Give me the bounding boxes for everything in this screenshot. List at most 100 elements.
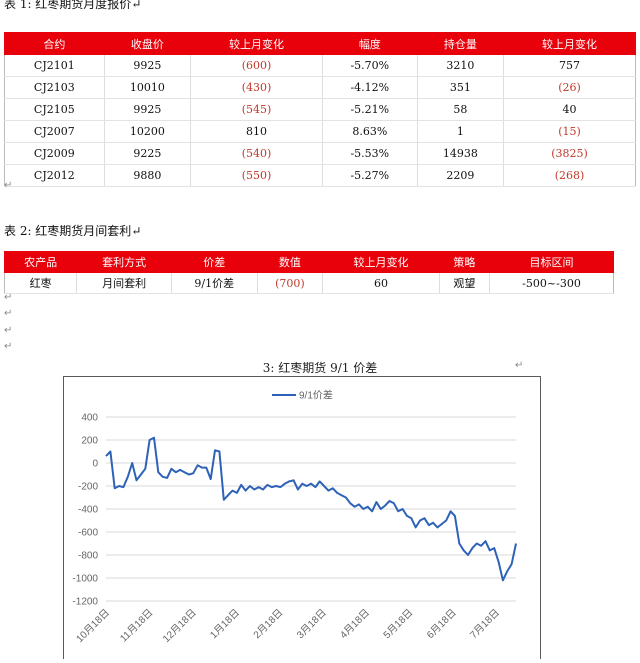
x-tick-label: 6月18日 — [424, 607, 458, 641]
t1-header-cell: 合约 — [4, 32, 105, 55]
table-cell: -5.27% — [321, 164, 418, 187]
table-cell: 9225 — [103, 142, 191, 165]
table-cell: 9/1价差 — [170, 272, 258, 294]
x-tick-label: 1月18日 — [208, 607, 242, 641]
table-cell: -5.53% — [321, 142, 418, 165]
t2-header-cell: 套利方式 — [76, 251, 172, 273]
y-tick-label: -400 — [78, 505, 98, 516]
table-cell: 14938 — [416, 142, 504, 165]
x-tick-label: 10月18日 — [74, 607, 112, 645]
table-row: CJ2009 9225 (540) -5.53% 14938 (3825) — [4, 142, 636, 165]
table-cell: 10010 — [103, 76, 191, 99]
table-cell: 9925 — [103, 54, 191, 77]
t2-header-cell: 价差 — [170, 251, 258, 273]
table-cell: 9925 — [103, 98, 191, 121]
table-cell: 810 — [190, 120, 323, 143]
t2-header-cell: 策略 — [438, 251, 491, 273]
table-cell: CJ2101 — [4, 54, 105, 77]
table-cell: CJ2012 — [4, 164, 105, 187]
y-tick-label: -600 — [78, 528, 98, 539]
x-tick-label: 7月18日 — [468, 607, 502, 641]
table-cell: 757 — [503, 54, 636, 77]
table-row: CJ2012 9880 (550) -5.27% 2209 (268) — [4, 164, 636, 187]
table-cell: 60 — [322, 272, 440, 294]
t1-header-cell: 持仓量 — [416, 32, 505, 55]
return-mark: ↵ — [4, 292, 13, 303]
t2-header-cell: 数值 — [256, 251, 324, 273]
table-cell: -500~-300 — [489, 272, 614, 294]
x-tick-label: 5月18日 — [381, 607, 415, 641]
table-row: CJ2007 10200 810 8.63% 1 (15) — [4, 120, 636, 143]
x-tick-label: 2月18日 — [251, 607, 285, 641]
table-cell: (15) — [503, 120, 636, 143]
table-cell: CJ2105 — [4, 98, 105, 121]
table-cell: (26) — [503, 76, 636, 99]
table-cell: 2209 — [416, 164, 504, 187]
table-cell: 3210 — [416, 54, 504, 77]
table-cell: 9880 — [103, 164, 191, 187]
table2-header-row: 农产品 套利方式 价差 数值 较上月变化 策略 目标区间 — [3, 251, 614, 273]
table-cell: 58 — [416, 98, 504, 121]
table-cell: 40 — [503, 98, 636, 121]
series-line — [105, 436, 517, 582]
y-tick-label: -1000 — [72, 574, 98, 585]
table-cell: CJ2009 — [4, 142, 105, 165]
table-cell: CJ2103 — [4, 76, 105, 99]
table-cell: (545) — [190, 98, 323, 121]
table2-body: 红枣 月间套利 9/1价差 (700) 60 观望 -500~-300 — [3, 272, 614, 294]
table2-caption: 表 2: 红枣期货月间套利↵ — [4, 224, 142, 238]
table-cell: -5.70% — [321, 54, 418, 77]
x-tick-label: 3月18日 — [294, 607, 328, 641]
y-tick-label: 0 — [92, 459, 98, 470]
table-cell: (550) — [190, 164, 323, 187]
table-cell: (430) — [190, 76, 323, 99]
return-mark: ↵ — [4, 180, 13, 191]
y-tick-label: -200 — [78, 482, 98, 493]
x-tick-label: 12月18日 — [160, 607, 198, 645]
table-row: CJ2105 9925 (545) -5.21% 58 40 — [4, 98, 636, 121]
y-tick-label: 200 — [81, 436, 98, 447]
table-cell: CJ2007 — [4, 120, 105, 143]
legend-label: 9/1价差 — [299, 389, 333, 402]
return-mark: ↵ — [131, 0, 142, 11]
return-mark: ↵ — [131, 224, 142, 238]
chart-frame: 400 200 0 -200 -400 -600 -800 -1000 -1200 10月18日 1… — [63, 376, 541, 659]
table-row: CJ2103 10010 (430) -4.12% 351 (26) — [4, 76, 636, 99]
table-cell: (268) — [503, 164, 636, 187]
table-cell: 红枣 — [3, 272, 77, 294]
y-tick-label: 400 — [81, 413, 98, 424]
chart-caption: 3: 红枣期货 9/1 价差 — [262, 361, 378, 375]
t1-header-cell: 幅度 — [321, 32, 418, 55]
table1-caption: 表 1: 红枣期货月度报价↵ — [4, 0, 141, 12]
table-cell: (600) — [190, 54, 323, 77]
t1-header-cell: 收盘价 — [103, 32, 192, 55]
table-row: CJ2101 9925 (600) -5.70% 3210 757 — [4, 54, 636, 77]
y-tick-label: -1200 — [72, 597, 98, 608]
return-mark: ↵ — [4, 308, 13, 319]
table-cell: -4.12% — [321, 76, 418, 99]
table-cell: (3825) — [503, 142, 636, 165]
table-cell: 351 — [416, 76, 504, 99]
table-cell: -5.21% — [321, 98, 418, 121]
table-row: 红枣 月间套利 9/1价差 (700) 60 观望 -500~-300 — [3, 272, 614, 294]
y-tick-label: -800 — [78, 551, 98, 562]
table2: 农产品 套利方式 价差 数值 较上月变化 策略 目标区间 红枣 月间套利 9/1价差 (700) 6… — [3, 251, 614, 294]
table-cell: (700) — [256, 272, 323, 294]
table-cell: 10200 — [103, 120, 191, 143]
x-tick-label: 4月18日 — [338, 607, 372, 641]
table1-header-row: 合约 收盘价 较上月变化 幅度 持仓量 较上月变化 — [4, 32, 636, 55]
t1-header-cell: 较上月变化 — [503, 32, 636, 55]
return-mark: ↵ — [4, 325, 13, 336]
t2-header-cell: 目标区间 — [489, 251, 614, 273]
table-cell: (540) — [190, 142, 323, 165]
table-cell: 1 — [416, 120, 504, 143]
return-mark: ↵ — [515, 360, 524, 371]
return-mark: ↵ — [4, 341, 13, 352]
table-cell: 月间套利 — [76, 272, 172, 294]
table1: 合约 收盘价 较上月变化 幅度 持仓量 较上月变化 CJ2101 9925 (600) -5.7… — [4, 32, 636, 187]
table-cell: 观望 — [438, 272, 490, 294]
table1-body: CJ2101 9925 (600) -5.70% 3210 757 CJ2103 10010(… — [4, 54, 636, 187]
table-cell: 8.63% — [321, 120, 418, 143]
t2-header-cell: 农产品 — [3, 251, 78, 273]
